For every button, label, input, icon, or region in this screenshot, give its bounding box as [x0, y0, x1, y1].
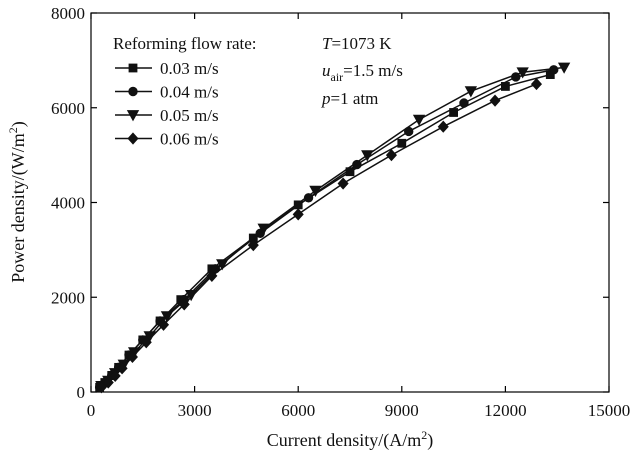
- data-point-triangle-down: [361, 150, 374, 162]
- series-layer: [94, 62, 571, 394]
- data-point-circle: [303, 193, 314, 203]
- y-axis-label-sup: 2: [6, 127, 20, 133]
- data-point-triangle-down: [412, 114, 426, 126]
- data-point-diamond: [126, 350, 138, 364]
- data-point-diamond: [102, 376, 114, 389]
- x-tick-label: 3000: [178, 401, 212, 420]
- y-tick-label: 2000: [51, 288, 85, 307]
- y-axis-label: Power density/(W/m2): [6, 121, 29, 282]
- data-point-triangle-down: [516, 67, 529, 79]
- data-point-circle: [459, 98, 469, 108]
- y-tick-label: 6000: [51, 99, 85, 118]
- legend-entry: 0.04 m/s: [115, 83, 219, 102]
- data-point-diamond: [530, 77, 543, 91]
- legend-marker-triangle-down: [126, 110, 140, 122]
- data-point-diamond: [292, 208, 304, 221]
- data-point-diamond: [247, 239, 259, 252]
- legend-entry: 0.06 m/s: [115, 130, 219, 149]
- data-point-triangle-down: [557, 62, 571, 74]
- legend-label: 0.03 m/s: [160, 59, 219, 78]
- legend-label: 0.05 m/s: [160, 106, 219, 125]
- legend-label: 0.04 m/s: [160, 83, 219, 102]
- pressure-annotation: p=1 atm: [321, 89, 378, 108]
- air-velocity-annotation: uair=1.5 m/s: [322, 61, 403, 84]
- data-point-triangle-down: [216, 259, 229, 271]
- data-point-triangle-down: [464, 86, 478, 98]
- y-tick-label: 4000: [51, 194, 85, 213]
- data-point-diamond: [178, 298, 190, 311]
- data-point-diamond: [489, 94, 501, 107]
- x-tick-label: 6000: [281, 401, 315, 420]
- legend-entry: 0.05 m/s: [115, 106, 219, 125]
- data-point-diamond: [385, 149, 397, 162]
- temperature-annotation: T=1073 K: [322, 34, 392, 53]
- data-point-diamond: [140, 336, 152, 349]
- data-point-diamond: [337, 177, 349, 190]
- air-velocity-symbol: u: [322, 61, 331, 80]
- tick-marks: [90, 12, 610, 393]
- pressure-symbol: p: [321, 89, 331, 108]
- legend-label: 0.06 m/s: [160, 130, 219, 149]
- data-point-circle: [549, 65, 559, 75]
- x-axis-label-sup: 2: [421, 428, 427, 442]
- legend-marker-diamond: [127, 132, 139, 145]
- data-point-diamond: [95, 381, 107, 394]
- data-point-diamond: [206, 269, 218, 283]
- x-tick-label: 15000: [588, 401, 631, 420]
- data-point-diamond: [437, 120, 449, 133]
- x-tick-labels: 0 3000 6000 9000 12000 15000: [87, 401, 631, 420]
- temperature-symbol: T: [322, 34, 333, 53]
- series-0-06-m-s: [95, 77, 543, 394]
- x-axis-label-close: ): [427, 430, 433, 451]
- data-point-square: [397, 138, 407, 148]
- series-line: [100, 83, 537, 388]
- x-tick-label: 12000: [484, 401, 527, 420]
- legend-marker-circle: [128, 86, 138, 97]
- legend-entry: 0.03 m/s: [115, 59, 219, 78]
- data-point-diamond: [109, 369, 121, 382]
- y-tick-label: 0: [77, 383, 86, 402]
- conditions-annotation: T=1073 K uair=1.5 m/s p=1 atm: [321, 34, 403, 108]
- legend-title: Reforming flow rate:: [113, 34, 257, 53]
- legend: Reforming flow rate: 0.03 m/s0.04 m/s0.0…: [113, 34, 257, 149]
- legend-marker-square: [128, 63, 138, 73]
- data-point-triangle-down: [257, 223, 270, 235]
- data-point-diamond: [116, 362, 128, 375]
- data-point-triangle-down: [160, 311, 174, 323]
- y-axis-label-main: Power density/(W/m: [8, 133, 29, 282]
- temperature-value: =1073 K: [331, 34, 392, 53]
- air-velocity-subscript: air: [331, 70, 344, 84]
- y-tick-label: 8000: [51, 4, 85, 23]
- pressure-value: =1 atm: [331, 89, 379, 108]
- x-tick-label: 0: [87, 401, 96, 420]
- data-point-diamond: [157, 318, 170, 331]
- x-tick-label: 9000: [385, 401, 419, 420]
- legend-entries: 0.03 m/s 0.04 m/s 0.05 m/s 0.06 m/s: [115, 59, 219, 149]
- data-point-triangle-down: [309, 185, 322, 197]
- y-tick-labels: 0 2000 4000 6000 8000: [51, 4, 85, 402]
- y-axis-label-close: ): [8, 121, 29, 127]
- air-velocity-value: =1.5 m/s: [343, 61, 403, 80]
- x-axis-label: Current density/(A/m2): [267, 428, 433, 451]
- x-axis-label-main: Current density/(A/m: [267, 430, 421, 451]
